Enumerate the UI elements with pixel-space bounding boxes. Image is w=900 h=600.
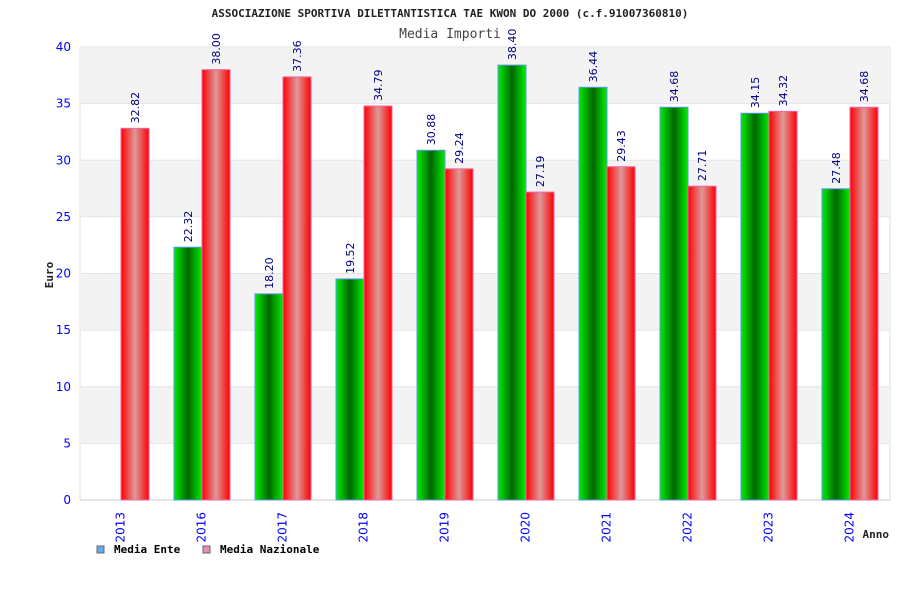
chart-subtitle: Media Importi: [399, 27, 501, 42]
x-tick-label: 2016: [195, 512, 209, 543]
data-label: 22.32: [182, 211, 195, 243]
x-tick-label: 2018: [357, 512, 371, 543]
bar-media-ente: [416, 149, 446, 501]
bar-media-ente: [335, 278, 365, 501]
bar-media-nazionale: [606, 166, 636, 501]
x-tick-label: 2017: [276, 512, 290, 543]
bar-media-nazionale: [120, 127, 150, 501]
y-tick-label: 20: [56, 267, 71, 281]
x-tick-label: 2024: [843, 512, 857, 543]
bar-media-ente: [254, 293, 284, 501]
data-label: 32.82: [129, 92, 142, 124]
data-label: 34.68: [858, 71, 871, 103]
x-tick-label: 2023: [762, 512, 776, 543]
legend-label-media-ente: Media Ente: [114, 543, 181, 556]
y-tick-label: 10: [56, 380, 71, 394]
y-tick-label: 30: [56, 153, 71, 167]
bar-media-ente: [497, 64, 527, 501]
bar-media-nazionale: [282, 76, 312, 501]
bar-media-nazionale: [849, 106, 879, 501]
chart-title: ASSOCIAZIONE SPORTIVA DILETTANTISTICA TA…: [212, 7, 689, 20]
data-label: 38.00: [210, 33, 223, 65]
data-label: 38.40: [506, 29, 519, 61]
bar-media-ente: [578, 86, 608, 501]
data-label: 27.48: [830, 152, 843, 184]
bar-media-nazionale: [363, 105, 393, 501]
bar-media-nazionale: [687, 185, 717, 501]
data-label: 34.79: [372, 70, 385, 102]
data-label: 18.20: [263, 257, 276, 289]
bar-media-ente: [740, 112, 770, 501]
data-label: 37.36: [291, 40, 304, 72]
bar-media-nazionale: [201, 69, 231, 501]
x-tick-label: 2019: [438, 512, 452, 543]
y-tick-label: 35: [56, 97, 71, 111]
y-tick-label: 5: [63, 436, 71, 450]
x-tick-label: 2021: [600, 512, 614, 543]
bar-media-nazionale: [444, 168, 474, 501]
legend: Media Ente Media Nazionale: [96, 543, 320, 556]
y-tick-label: 0: [63, 493, 71, 507]
legend-swatch-media-nazionale: [202, 545, 211, 554]
y-tick-label: 15: [56, 323, 71, 337]
data-label: 34.32: [777, 75, 790, 107]
x-tick-label: 2013: [114, 512, 128, 543]
data-label: 27.71: [696, 150, 709, 182]
data-label: 34.68: [668, 71, 681, 103]
bar-media-nazionale: [768, 110, 798, 501]
data-label: 19.52: [344, 242, 357, 274]
data-label: 27.19: [534, 156, 547, 188]
data-label: 29.43: [615, 130, 628, 162]
data-label: 36.44: [587, 51, 600, 83]
legend-label-media-nazionale: Media Nazionale: [220, 543, 320, 556]
y-tick-label: 40: [56, 40, 71, 54]
data-label: 34.15: [749, 77, 762, 109]
x-tick-label: 2022: [681, 512, 695, 543]
bar-media-ente: [173, 246, 203, 501]
bar-media-ente: [821, 188, 851, 501]
x-tick-label: 2020: [519, 512, 533, 543]
legend-swatch-media-ente: [96, 545, 105, 554]
data-label: 29.24: [453, 132, 466, 164]
bar-media-nazionale: [525, 191, 555, 501]
y-tick-label: 25: [56, 210, 71, 224]
y-axis-label: Euro: [43, 261, 56, 288]
data-label: 30.88: [425, 114, 438, 146]
x-axis-label: Anno: [863, 528, 890, 541]
bar-media-ente: [659, 106, 689, 501]
